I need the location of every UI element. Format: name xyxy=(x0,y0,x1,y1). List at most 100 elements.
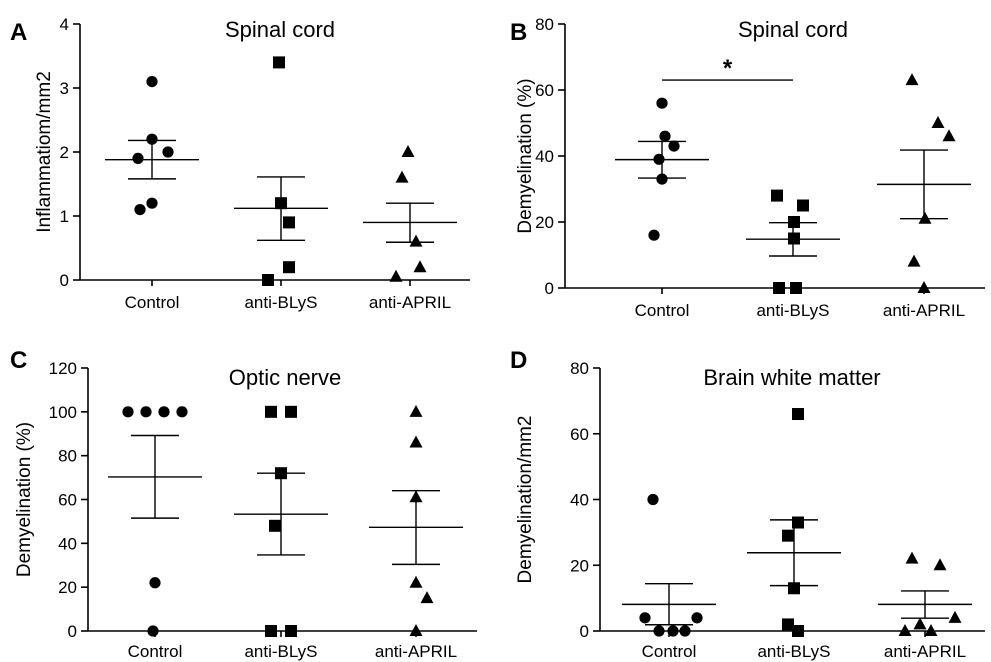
x-category-label: anti-APRIL xyxy=(883,301,965,320)
series-anti-blys xyxy=(234,56,328,286)
panel-letter: C xyxy=(10,347,27,374)
circle-marker xyxy=(656,97,668,109)
y-tick-label: 20 xyxy=(535,213,554,232)
y-tick-label: 2 xyxy=(60,143,69,162)
y-tick-label: 20 xyxy=(570,556,589,575)
panel-b: B Spinal cord Demyelination (%) 0 20 40 60 80 Co… xyxy=(510,15,985,320)
circle-marker xyxy=(647,493,659,506)
x-category-label: anti-BLyS xyxy=(756,301,829,320)
series-anti-april xyxy=(369,404,463,636)
circle-marker xyxy=(134,204,146,216)
x-category-label: anti-APRIL xyxy=(884,642,966,661)
circle-marker xyxy=(158,406,170,418)
y-tick-label: 100 xyxy=(49,403,77,422)
series-anti-blys xyxy=(747,408,841,637)
y-tick-label: 120 xyxy=(49,359,77,378)
y-tick-label: 60 xyxy=(535,81,554,100)
square-marker xyxy=(262,274,274,286)
x-category-label: Control xyxy=(642,642,697,661)
panel-c: C Optic nerve Demyelination (%) 0 20 40 60 80 10… xyxy=(10,347,477,661)
circle-marker xyxy=(691,612,703,624)
triangle-marker xyxy=(409,490,423,503)
y-tick-label: 80 xyxy=(570,359,589,378)
square-marker xyxy=(275,467,287,480)
square-marker xyxy=(788,232,800,245)
x-category-label: Control xyxy=(125,293,180,312)
x-category-label: anti-APRIL xyxy=(369,293,451,312)
y-tick-label: 80 xyxy=(58,447,77,466)
y-tick-label: 20 xyxy=(58,578,77,597)
x-category-label: anti-BLyS xyxy=(244,293,317,312)
circle-marker xyxy=(146,197,158,209)
series-anti-april xyxy=(877,73,971,293)
triangle-marker xyxy=(413,260,427,273)
y-axis-label: Demyelination (%) xyxy=(14,422,35,577)
triangle-marker xyxy=(395,170,409,183)
panel-letter: B xyxy=(510,19,527,46)
series-control xyxy=(622,493,716,637)
triangle-marker xyxy=(409,624,423,636)
circle-marker xyxy=(659,130,671,142)
triangle-marker xyxy=(918,211,932,224)
panel-d: D Brain white matter Demyelination/mm2 0 20 4… xyxy=(510,347,985,661)
panel-title: Spinal cord xyxy=(738,17,848,42)
square-marker xyxy=(771,189,783,202)
triangle-marker xyxy=(409,234,423,247)
panel-letter: D xyxy=(510,347,527,374)
series-control xyxy=(105,76,199,216)
y-tick-label: 0 xyxy=(580,622,589,641)
circle-marker xyxy=(140,406,152,418)
y-tick-label: 40 xyxy=(535,147,554,166)
y-tick-label: 60 xyxy=(570,425,589,444)
triangle-marker xyxy=(917,281,931,293)
x-category-label: Control xyxy=(635,301,690,320)
square-marker xyxy=(788,582,800,595)
panel-title: Spinal cord xyxy=(225,17,335,42)
square-marker xyxy=(265,625,277,637)
circle-marker xyxy=(122,406,134,418)
circle-marker xyxy=(146,133,158,145)
square-marker xyxy=(792,625,804,637)
circle-marker xyxy=(146,76,158,88)
square-marker xyxy=(275,197,287,210)
triangle-marker xyxy=(933,558,947,571)
square-marker xyxy=(782,618,794,631)
square-marker xyxy=(797,199,809,212)
circle-marker xyxy=(162,146,174,158)
y-tick-label: 40 xyxy=(58,534,77,553)
triangle-marker xyxy=(948,610,962,623)
series-anti-blys xyxy=(746,189,840,294)
square-marker xyxy=(773,282,785,294)
circle-marker xyxy=(656,173,668,185)
x-category-label: anti-BLyS xyxy=(757,642,830,661)
x-category-label: Control xyxy=(128,642,183,661)
triangle-marker xyxy=(942,129,956,142)
triangle-marker xyxy=(907,254,921,267)
triangle-marker xyxy=(898,624,912,636)
y-tick-label: 80 xyxy=(535,15,554,34)
square-marker xyxy=(285,405,297,418)
circle-marker xyxy=(668,140,680,152)
triangle-marker xyxy=(931,116,945,128)
square-marker xyxy=(792,516,804,529)
series-anti-blys xyxy=(234,405,328,637)
y-axis-label: Demyelination (%) xyxy=(515,78,536,233)
square-marker xyxy=(283,261,295,274)
y-axis-label: Demyelination/mm2 xyxy=(515,416,536,584)
y-tick-label: 0 xyxy=(60,271,69,290)
y-tick-label: 0 xyxy=(545,279,554,298)
triangle-marker xyxy=(409,435,423,448)
panel-letter: A xyxy=(10,19,27,46)
circle-marker xyxy=(176,406,188,418)
significance-star: * xyxy=(723,55,733,82)
panel-a: A Spinal cord Inflammatiom/mm2 0 1 2 3 4 Control… xyxy=(10,15,470,312)
x-category-label: anti-APRIL xyxy=(375,642,457,661)
square-marker xyxy=(790,282,802,294)
square-marker xyxy=(273,56,285,69)
square-marker xyxy=(265,405,277,418)
series-anti-april xyxy=(878,551,972,636)
circle-marker xyxy=(679,625,691,637)
y-tick-label: 4 xyxy=(60,15,69,34)
circle-marker xyxy=(648,229,660,241)
